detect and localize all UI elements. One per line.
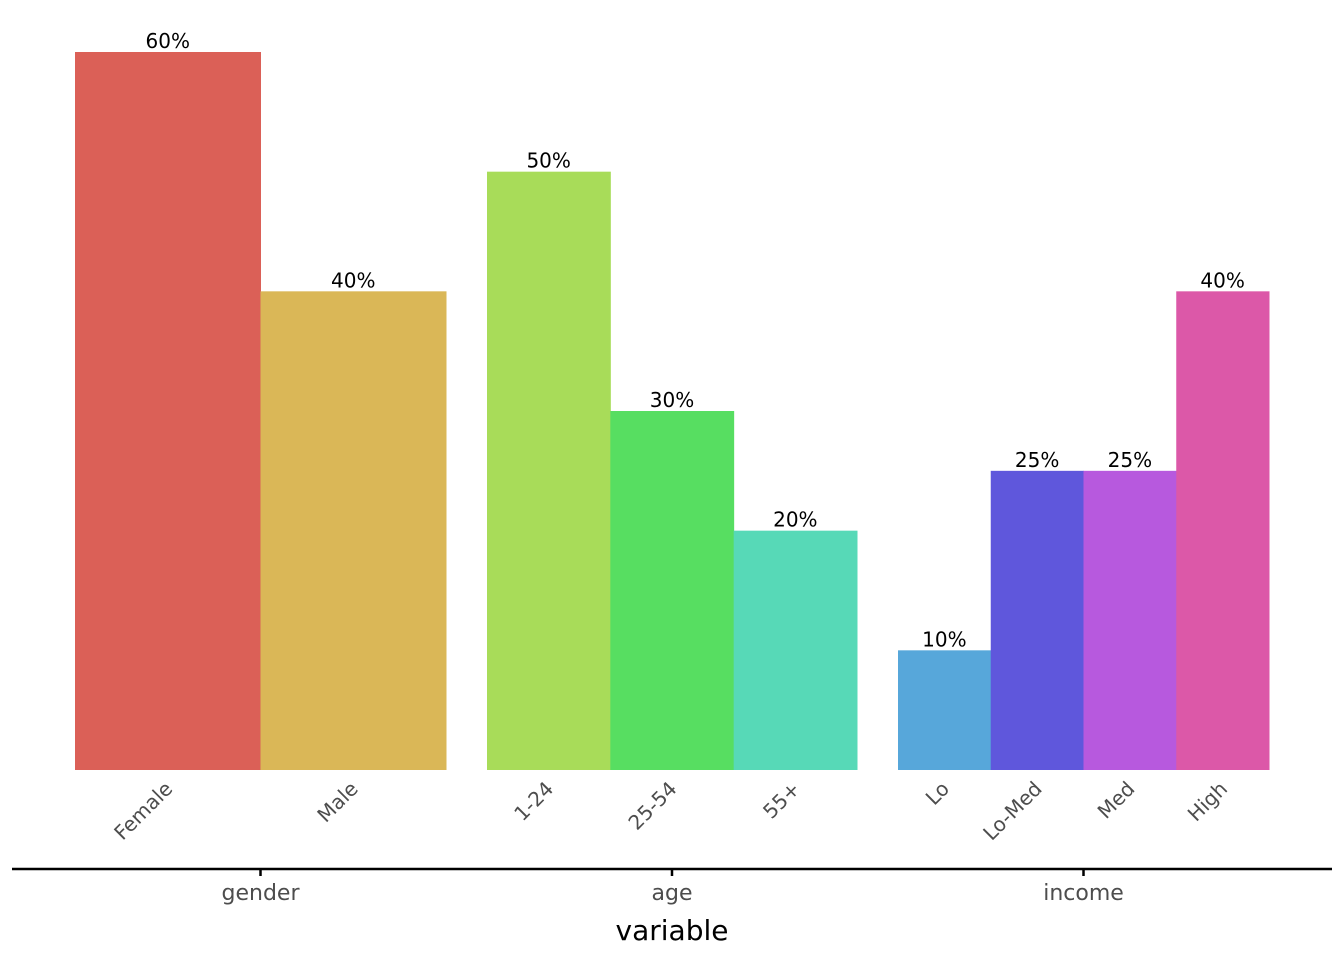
value-label-med: 25% bbox=[1108, 448, 1152, 472]
bar-high bbox=[1176, 291, 1270, 770]
group-label-income: income bbox=[1043, 881, 1124, 906]
value-label-55-: 20% bbox=[773, 508, 817, 532]
bar-lo bbox=[898, 650, 992, 770]
category-label-lo-med: Lo-Med bbox=[978, 777, 1047, 846]
value-label-lo-med: 25% bbox=[1015, 448, 1059, 472]
value-label-high: 40% bbox=[1200, 268, 1244, 292]
category-label-female: Female bbox=[109, 777, 177, 845]
bar-25-54 bbox=[610, 411, 735, 770]
category-label-55-: 55+ bbox=[758, 777, 805, 824]
value-label-1-24: 50% bbox=[526, 149, 570, 173]
value-labels-layer: 60% 40% 50% 30% 20% 10% 25% 25% 40% bbox=[146, 29, 1245, 651]
bar-1-24 bbox=[487, 171, 611, 771]
value-label-25-54: 30% bbox=[650, 388, 694, 412]
value-label-female: 60% bbox=[146, 29, 190, 53]
bar-male bbox=[260, 291, 447, 770]
group-label-age: age bbox=[652, 881, 693, 906]
bar-55- bbox=[733, 530, 858, 770]
category-label-lo: Lo bbox=[921, 777, 954, 810]
category-labels-layer: Female Male 1-24 25-54 55+ Lo Lo-Med Med High bbox=[109, 777, 1232, 846]
bar-lo-med bbox=[990, 470, 1084, 770]
value-label-male: 40% bbox=[331, 268, 375, 292]
bars-layer bbox=[75, 52, 1270, 771]
bar-female bbox=[75, 52, 261, 770]
value-label-lo: 10% bbox=[922, 627, 966, 651]
group-labels-layer: gender age income bbox=[222, 869, 1124, 906]
category-label-1-24: 1-24 bbox=[509, 777, 558, 826]
category-label-high: High bbox=[1183, 777, 1232, 826]
category-label-25-54: 25-54 bbox=[623, 777, 681, 835]
x-axis-title: variable bbox=[616, 914, 729, 947]
group-label-gender: gender bbox=[222, 881, 301, 906]
category-label-med: Med bbox=[1093, 777, 1140, 824]
category-label-male: Male bbox=[312, 777, 362, 827]
bar-med bbox=[1083, 470, 1177, 770]
